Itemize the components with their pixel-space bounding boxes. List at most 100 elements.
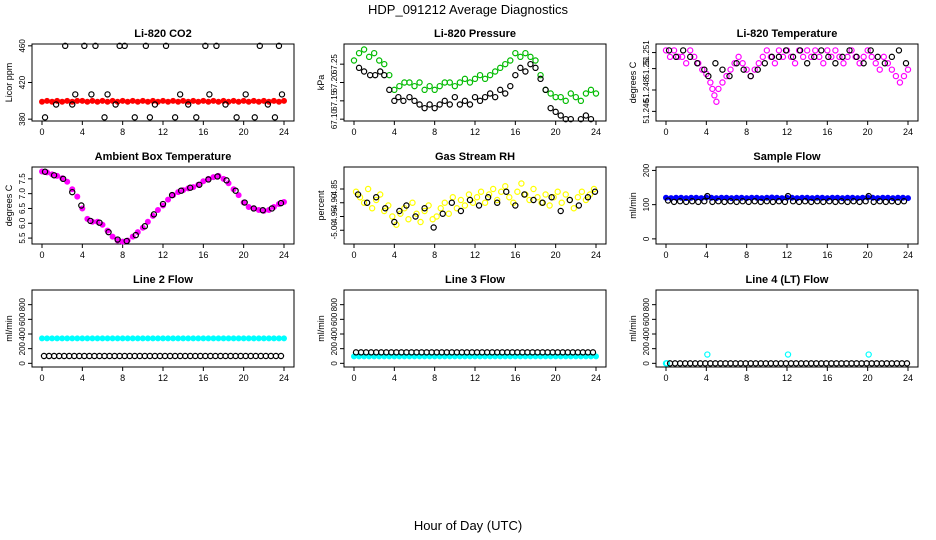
data-point <box>222 101 229 108</box>
data-point <box>695 198 702 206</box>
y-tick-label: 800 <box>642 297 651 311</box>
data-point <box>777 360 785 367</box>
x-tick-label: 0 <box>663 250 668 260</box>
data-point <box>168 191 176 199</box>
y-tick-label: 200 <box>642 163 651 177</box>
data-point <box>461 202 469 209</box>
data-point <box>200 335 207 342</box>
data-point <box>436 82 443 90</box>
data-point <box>280 335 287 342</box>
data-point <box>119 97 126 104</box>
data-point <box>105 228 112 236</box>
data-point <box>694 60 701 67</box>
data-point <box>868 360 875 367</box>
y-tick-label: -5.00 <box>330 221 339 240</box>
data-point <box>109 233 116 240</box>
data-point <box>220 335 227 342</box>
data-point <box>737 360 744 367</box>
data-point <box>517 64 524 72</box>
data-point <box>584 194 592 201</box>
data-point <box>740 66 747 73</box>
data-point <box>876 198 883 205</box>
data-point <box>79 335 86 342</box>
data-point <box>89 97 96 104</box>
x-tick-label: 12 <box>470 373 480 383</box>
data-point <box>66 352 73 360</box>
data-point <box>577 115 585 123</box>
data-point <box>848 47 855 54</box>
chart-title: Sample Flow <box>753 151 821 163</box>
data-point <box>256 42 263 50</box>
data-point <box>477 188 485 195</box>
data-point <box>146 114 154 121</box>
data-point <box>518 180 525 187</box>
x-tick-label: 12 <box>782 250 792 260</box>
data-point <box>878 360 885 367</box>
data-point <box>797 360 805 367</box>
data-point <box>808 198 815 206</box>
data-point <box>280 97 287 104</box>
y-tick-label: 600 <box>642 312 651 326</box>
data-point <box>676 360 684 367</box>
data-point <box>205 98 212 105</box>
data-point <box>59 175 67 183</box>
data-point <box>119 335 126 342</box>
x-tick-label: 8 <box>120 127 125 137</box>
data-point <box>755 60 762 67</box>
data-point <box>527 60 534 68</box>
data-point <box>192 352 199 360</box>
y-tick-label: -4.95 <box>330 207 339 226</box>
data-point <box>882 198 890 206</box>
data-point <box>106 352 113 360</box>
data-point <box>872 60 879 67</box>
data-point <box>69 335 76 342</box>
x-tick-label: 16 <box>510 250 520 260</box>
data-point <box>72 91 79 98</box>
data-point <box>537 71 544 79</box>
data-point <box>769 198 777 206</box>
data-point <box>39 98 46 105</box>
data-point <box>739 60 746 67</box>
data-point <box>905 195 912 202</box>
data-point <box>142 42 150 50</box>
data-point <box>104 98 111 105</box>
y-tick-label: 0 <box>330 361 339 366</box>
x-tick-label: 16 <box>198 373 208 383</box>
data-point <box>863 360 870 367</box>
data-point <box>355 64 363 72</box>
x-tick-label: 4 <box>392 127 397 137</box>
chart-panel: Gas Stream RH 0 4 8 12 16 20 24 -5.00-4.95-4.90-… <box>316 151 607 260</box>
data-point <box>364 185 372 193</box>
data-point <box>493 199 501 206</box>
data-point <box>899 194 906 201</box>
data-point <box>743 66 750 73</box>
data-point <box>582 90 590 97</box>
data-point <box>757 198 764 206</box>
data-point <box>124 335 131 342</box>
data-point <box>267 352 275 360</box>
data-point <box>451 93 459 101</box>
x-tick-label: 20 <box>239 373 249 383</box>
data-point <box>396 207 403 215</box>
data-point <box>232 187 239 194</box>
chart-panel: Li-820 Temperature 0 4 8 12 16 20 24 51.24651.24… <box>628 28 919 137</box>
x-tick-label: 16 <box>510 127 520 137</box>
data-point <box>171 352 179 360</box>
data-point <box>895 47 903 54</box>
data-point <box>409 199 416 206</box>
data-point <box>247 352 254 360</box>
data-point <box>888 198 896 205</box>
data-point <box>754 66 761 73</box>
data-point <box>126 352 133 360</box>
y-tick-label: -4.90 <box>330 193 339 212</box>
data-point <box>904 66 912 73</box>
data-point <box>873 360 880 367</box>
x-tick-label: 24 <box>591 127 601 137</box>
data-point <box>386 86 393 94</box>
data-point <box>796 47 804 54</box>
data-point <box>591 188 599 195</box>
y-tick-label: 800 <box>330 297 339 311</box>
data-point <box>739 198 746 205</box>
data-point <box>129 233 136 240</box>
